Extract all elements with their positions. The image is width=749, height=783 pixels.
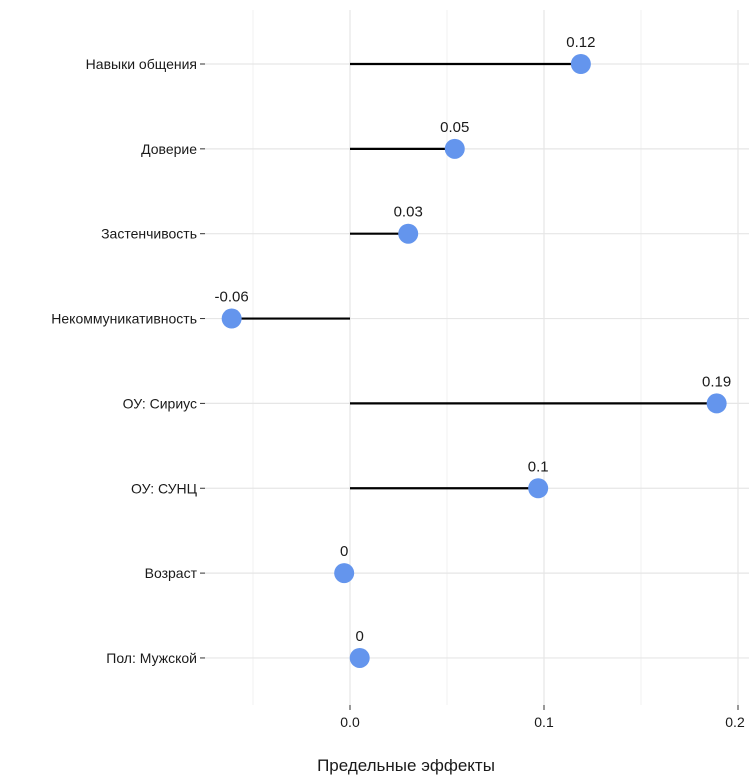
- data-label: 0.19: [702, 373, 731, 390]
- lollipop-point: [706, 393, 727, 414]
- data-labels: 0.12 0.05 0.03 -0.06 0.19 0.1 0 0: [215, 34, 732, 645]
- category-label: Застенчивость: [101, 226, 197, 242]
- category-label: Доверие: [141, 141, 197, 157]
- x-tick-label: 0.0: [340, 714, 360, 730]
- lollipop-point: [221, 308, 242, 329]
- lollipop-points: [221, 54, 727, 668]
- lollipop-point: [398, 223, 419, 244]
- data-label: 0.12: [566, 34, 595, 51]
- axis-ticks: 0.0 0.1 0.2 Навыки общения Доверие Застенчиво…: [51, 56, 745, 730]
- category-label: Возраст: [145, 565, 198, 581]
- data-label: 0.03: [394, 204, 423, 221]
- x-axis-title: Предельные эффекты: [317, 756, 495, 775]
- category-label: Некоммуникативность: [51, 311, 197, 327]
- data-label: 0.1: [528, 458, 549, 475]
- lollipop-point: [334, 563, 355, 584]
- data-label: 0: [356, 628, 364, 645]
- category-label: ОУ: Сириус: [123, 395, 197, 411]
- category-label: Навыки общения: [86, 56, 197, 72]
- lollipop-point: [444, 138, 465, 159]
- data-label: 0.05: [440, 119, 469, 136]
- lollipop-segments: [231, 62, 717, 490]
- data-label: -0.06: [215, 289, 249, 306]
- lollipop-point: [570, 54, 591, 74]
- data-label: 0: [340, 543, 348, 560]
- x-tick-label: 0.2: [725, 714, 745, 730]
- x-tick-label: 0.1: [534, 714, 554, 730]
- lollipop-point: [528, 478, 549, 499]
- lollipop-point: [349, 647, 370, 668]
- grid-lines: [205, 10, 749, 705]
- category-label: ОУ: СУНЦ: [131, 480, 198, 496]
- category-label: Пол: Мужской: [106, 650, 197, 666]
